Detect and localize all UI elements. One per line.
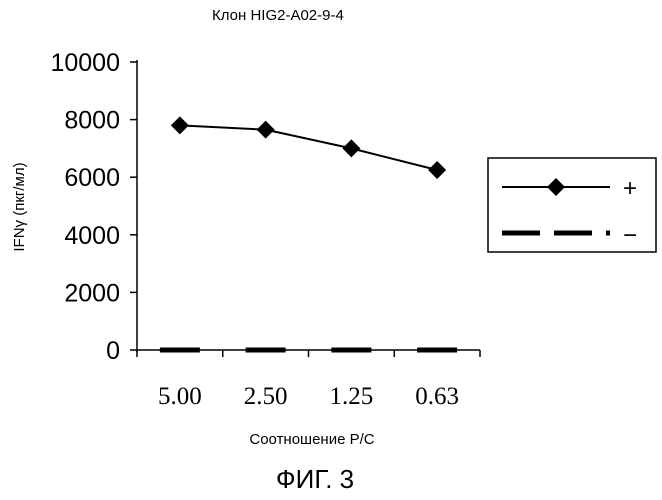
y-tick-label: 10000 bbox=[50, 49, 120, 77]
y-ticks: 0 2000 4000 6000 8000 10000 bbox=[50, 49, 137, 365]
legend-diamond-marker bbox=[547, 178, 565, 196]
figure-caption: ФИГ. 3 bbox=[276, 464, 354, 494]
legend-label-minus: − bbox=[623, 222, 637, 249]
chart-title: Клон HIG2-A02-9-4 bbox=[212, 7, 344, 24]
legend-label-plus: + bbox=[623, 175, 637, 202]
x-tick-label: 0.63 bbox=[415, 383, 459, 410]
y-axis-label: IFNγ (пкг/мл) bbox=[11, 162, 28, 251]
series-plus-line bbox=[179, 124, 438, 171]
data-point-plus bbox=[256, 120, 275, 139]
y-tick-label: 2000 bbox=[64, 279, 120, 307]
series bbox=[159, 116, 458, 353]
legend: + − bbox=[487, 157, 657, 253]
x-ticks: 5.00 2.50 1.25 0.63 bbox=[136, 350, 481, 410]
data-point-plus bbox=[428, 161, 447, 179]
legend-box bbox=[487, 157, 657, 253]
x-tick-label: 2.50 bbox=[244, 383, 288, 410]
y-tick-label: 8000 bbox=[64, 107, 120, 135]
y-tick-label: 4000 bbox=[64, 222, 120, 250]
y-tick-label: 0 bbox=[106, 337, 120, 365]
y-tick-label: 6000 bbox=[64, 164, 120, 192]
x-tick-label: 1.25 bbox=[330, 383, 374, 410]
data-point-plus bbox=[170, 116, 189, 135]
data-point-plus bbox=[342, 139, 361, 158]
x-tick-label: 5.00 bbox=[158, 383, 202, 410]
x-axis-label: Соотношение P/C bbox=[249, 431, 374, 448]
